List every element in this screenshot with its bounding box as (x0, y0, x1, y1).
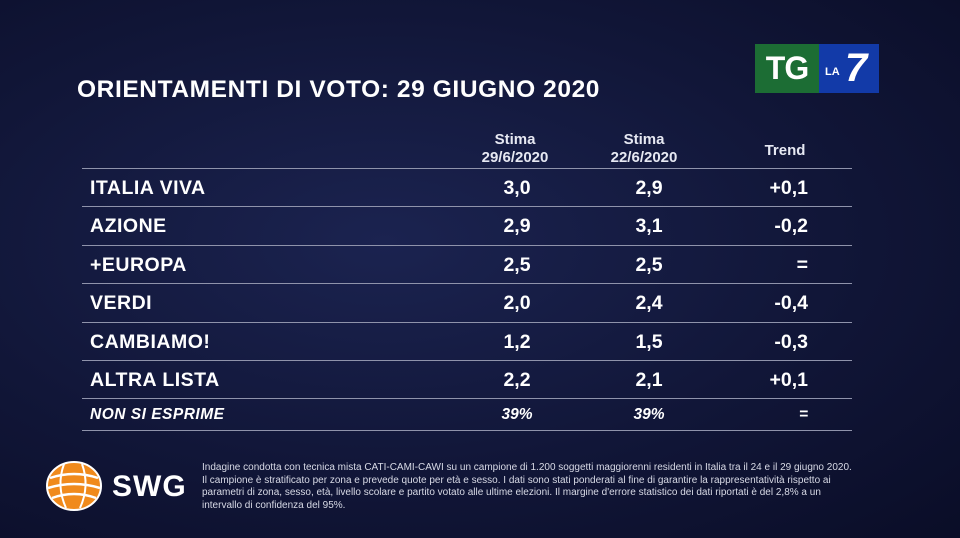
table-row: +EUROPA 2,5 2,5 = (82, 245, 852, 283)
table-row: AZIONE 2,9 3,1 -0,2 (82, 206, 852, 244)
estimate-previous: 2,1 (635, 369, 663, 391)
trend-value: -0,2 (774, 215, 808, 237)
estimate-current: 1,2 (503, 331, 531, 353)
table-row: VERDI 2,0 2,4 -0,4 (82, 283, 852, 321)
estimate-previous: 1,5 (635, 331, 663, 353)
column-header-previous: Stima 22/6/2020 (584, 131, 704, 167)
column-header-trend: Trend (764, 142, 806, 159)
methodology-note: Indagine condotta con tecnica mista CATI… (202, 462, 852, 511)
party-name: AZIONE (90, 215, 167, 237)
trend-value: +0,1 (769, 177, 809, 199)
table-row: CAMBIAMO! 1,2 1,5 -0,3 (82, 322, 852, 360)
column-header-current: Stima 29/6/2020 (455, 131, 575, 167)
party-name: ITALIA VIVA (90, 177, 206, 199)
column-header-previous-label: Stima (623, 131, 665, 148)
estimate-current: 2,0 (503, 292, 531, 314)
estimate-previous: 2,9 (635, 177, 663, 199)
column-header-current-label: Stima (494, 131, 536, 148)
column-header-previous-date: 22/6/2020 (610, 149, 678, 166)
column-header-current-date: 29/6/2020 (481, 149, 549, 166)
la7-logo: LA 7 (819, 44, 879, 93)
la-logo-text: LA (825, 66, 840, 78)
estimate-previous: 2,4 (635, 292, 663, 314)
trend-value: -0,3 (774, 331, 808, 353)
estimate-current: 2,5 (503, 254, 531, 276)
trend-value: -0,4 (774, 292, 808, 314)
party-name: VERDI (90, 292, 153, 314)
estimate-previous: 2,5 (635, 254, 663, 276)
trend-value: +0,1 (769, 369, 809, 391)
estimate-previous: 39% (633, 406, 665, 423)
page-title: ORIENTAMENTI DI VOTO: 29 GIUGNO 2020 (77, 76, 601, 103)
trend-value: = (798, 406, 808, 423)
seven-logo-text: 7 (845, 46, 868, 90)
tg-la7-logo: TG LA 7 (755, 44, 879, 93)
trend-value: = (796, 254, 808, 276)
table-row: ALTRA LISTA 2,2 2,1 +0,1 (82, 360, 852, 398)
party-name: +EUROPA (90, 254, 187, 276)
estimate-current: 2,9 (503, 215, 531, 237)
swg-globe-icon (46, 461, 102, 511)
table-bottom-divider (82, 430, 852, 431)
table-row: ITALIA VIVA 3,0 2,9 +0,1 (82, 168, 852, 206)
pollster-logo-text: SWG (112, 470, 187, 503)
party-name: NON SI ESPRIME (90, 406, 225, 423)
estimate-current: 3,0 (503, 177, 531, 199)
estimate-current: 2,2 (503, 369, 531, 391)
party-name: CAMBIAMO! (90, 331, 211, 353)
estimate-previous: 3,1 (635, 215, 663, 237)
party-name: ALTRA LISTA (90, 369, 220, 391)
tg-logo-text: TG (755, 44, 819, 93)
estimate-current: 39% (501, 406, 533, 423)
table-row: NON SI ESPRIME 39% 39% = (82, 398, 852, 436)
